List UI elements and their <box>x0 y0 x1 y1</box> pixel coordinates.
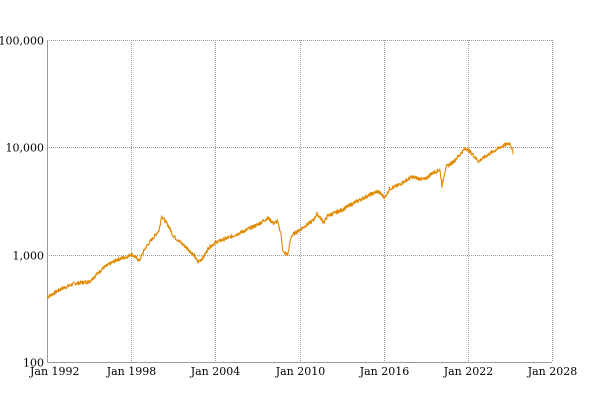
y-tick-label: 100 <box>23 357 44 370</box>
price-series <box>46 141 514 299</box>
x-tick-label: Jan 2004 <box>190 365 241 378</box>
x-tick-label: Jan 2010 <box>275 365 326 378</box>
x-tick-label: Jan 2016 <box>359 365 410 378</box>
y-tick-label: 1,000 <box>13 250 45 263</box>
y-tick-label: 10,000 <box>6 142 45 155</box>
axes <box>47 40 552 363</box>
x-tick-labels: Jan 1992 Jan 1998 Jan 2004 Jan 2010 Jan 2016… <box>29 365 577 378</box>
y-tick-label: 100,000 <box>0 35 44 48</box>
x-tick-label: Jan 2028 <box>527 365 578 378</box>
series-line <box>46 141 514 299</box>
x-tick-label: Jan 2022 <box>443 365 494 378</box>
y-tick-labels: 100 1,000 10,000 100,000 <box>0 35 44 370</box>
gridlines <box>47 40 553 363</box>
x-tick-label: Jan 1998 <box>106 365 157 378</box>
x-tick-label: Jan 1992 <box>29 365 80 378</box>
